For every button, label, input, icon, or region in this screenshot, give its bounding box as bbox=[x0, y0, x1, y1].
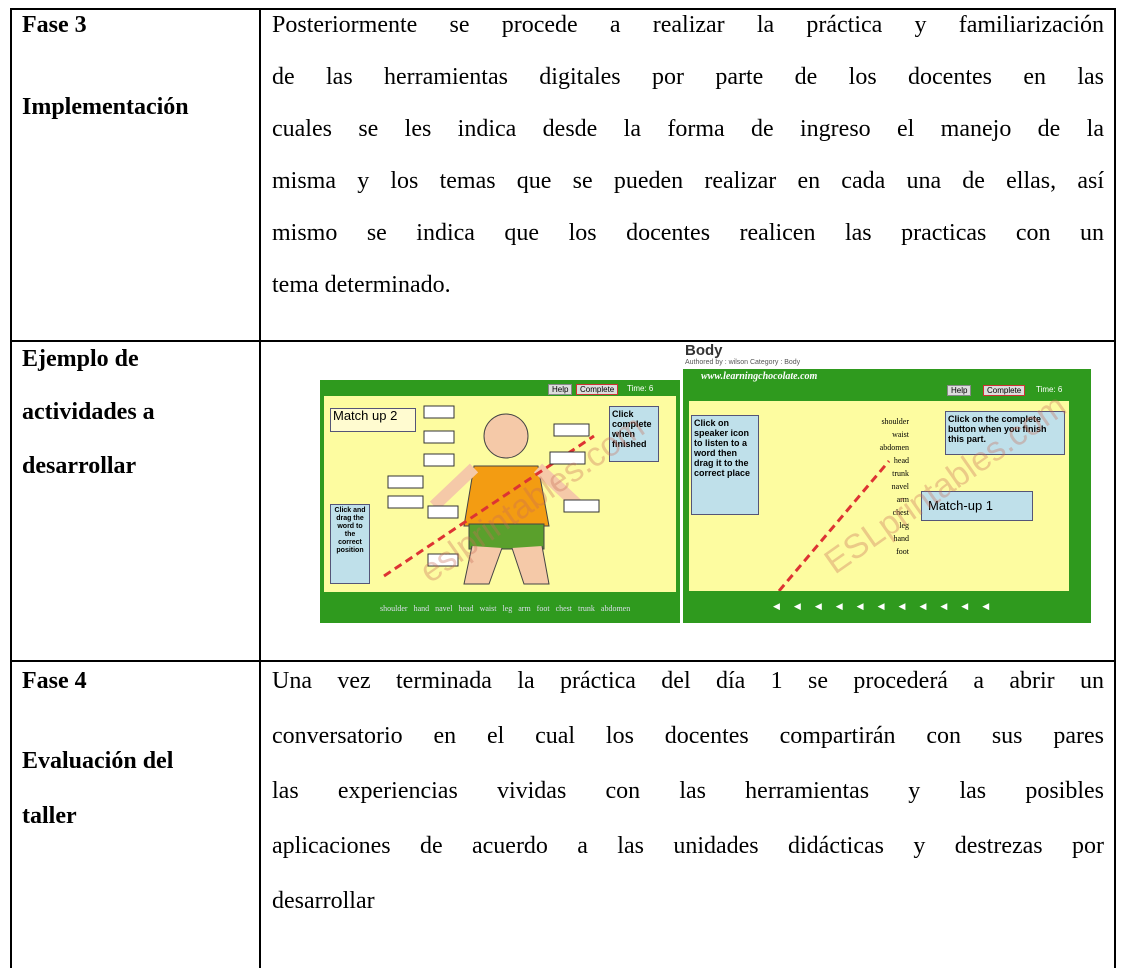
word: hand bbox=[893, 534, 909, 543]
word: head bbox=[893, 456, 909, 465]
row-label: Fase 4 bbox=[22, 668, 87, 694]
paragraph-line: desarrollar bbox=[272, 888, 375, 914]
hint: Click complete when finished bbox=[609, 406, 659, 462]
row-label: Implementación bbox=[22, 94, 189, 120]
canvas: Match up 2 Click complete when finished … bbox=[324, 396, 676, 592]
word-list: shoulder waist abdomen head trunk navel arm che… bbox=[799, 415, 909, 558]
word: abdomen bbox=[600, 604, 631, 613]
site: www.learningchocolate.com bbox=[701, 371, 818, 382]
border bbox=[10, 340, 1116, 342]
word: hand bbox=[413, 604, 430, 613]
paragraph-line: mismo se indica que los docentes realice… bbox=[272, 220, 1104, 246]
word: leg bbox=[502, 604, 513, 613]
paragraph-line: Posteriormente se procede a realizar la … bbox=[272, 12, 1104, 38]
row-label: desarrollar bbox=[22, 453, 137, 479]
word: waist bbox=[892, 430, 909, 439]
word: foot bbox=[896, 547, 909, 556]
word: arm bbox=[518, 604, 531, 613]
word-list: shoulder hand navel head waist leg arm foot ches… bbox=[380, 604, 636, 613]
word: foot bbox=[536, 604, 550, 613]
button: Help bbox=[548, 384, 573, 395]
word: chest bbox=[892, 508, 909, 517]
paragraph-line: misma y los temas que se pueden realizar… bbox=[272, 168, 1104, 194]
activity-screenshot: Body Authored by : wilson Category : Bod… bbox=[683, 342, 1095, 623]
instruction: Click and drag the word to the correct p… bbox=[330, 504, 370, 584]
paragraph-line: las experiencias vividas con las herrami… bbox=[272, 778, 1104, 804]
row-label: Evaluación del bbox=[22, 748, 174, 774]
border bbox=[10, 8, 12, 968]
button: Complete bbox=[576, 384, 619, 395]
paragraph-line: cuales se les indica desde la forma de i… bbox=[272, 116, 1104, 142]
word: leg bbox=[899, 521, 909, 530]
row-label: taller bbox=[22, 803, 77, 829]
word: trunk bbox=[578, 604, 595, 613]
word: waist bbox=[479, 604, 497, 613]
paragraph-line: tema determinado. bbox=[272, 272, 451, 298]
button: Complete bbox=[983, 385, 1026, 396]
paragraph-line: conversatorio en el cual los docentes co… bbox=[272, 723, 1104, 749]
activity-title: Match-up 1 bbox=[921, 491, 1033, 521]
arrow bbox=[777, 460, 891, 591]
paragraph-line: de las herramientas digitales por parte … bbox=[272, 64, 1104, 90]
activity-screenshot: Help Complete Time: 6 Match up 2 Click c… bbox=[320, 380, 680, 623]
hint: Click on the complete button when you fi… bbox=[945, 411, 1065, 455]
word: shoulder bbox=[380, 604, 408, 613]
byline: Authored by : wilson Category : Body bbox=[685, 359, 801, 366]
figure bbox=[383, 405, 600, 585]
row-label: actividades a bbox=[22, 399, 155, 425]
word: navel bbox=[435, 604, 453, 613]
heading: Body bbox=[685, 342, 723, 359]
timer: Time: 6 bbox=[627, 384, 654, 393]
canvas: Click on speaker icon to listen to a wor… bbox=[689, 401, 1069, 591]
border bbox=[1114, 8, 1116, 968]
word: abdomen bbox=[879, 443, 909, 452]
border bbox=[10, 8, 1116, 10]
word: navel bbox=[891, 482, 909, 491]
paragraph-line: Una vez terminada la práctica del día 1 … bbox=[272, 668, 1104, 694]
border bbox=[259, 8, 261, 968]
word: head bbox=[458, 604, 474, 613]
timer: Time: 6 bbox=[1036, 385, 1063, 394]
instruction: Click on speaker icon to listen to a wor… bbox=[691, 415, 759, 515]
word: shoulder bbox=[881, 417, 909, 426]
word: trunk bbox=[892, 469, 909, 478]
border bbox=[10, 660, 1116, 662]
activity-title: Match up 2 bbox=[330, 408, 416, 432]
row-label: Ejemplo de bbox=[22, 346, 139, 372]
paragraph-line: aplicaciones de acuerdo a las unidades d… bbox=[272, 833, 1104, 859]
row-label: Fase 3 bbox=[22, 12, 87, 38]
word: chest bbox=[555, 604, 572, 613]
frame: www.learningchocolate.com Help Complete … bbox=[683, 369, 1091, 623]
button: Help bbox=[947, 385, 972, 396]
word: arm bbox=[896, 495, 909, 504]
speaker-icons: ◀◀◀◀◀◀◀◀◀◀◀ bbox=[773, 601, 1004, 611]
